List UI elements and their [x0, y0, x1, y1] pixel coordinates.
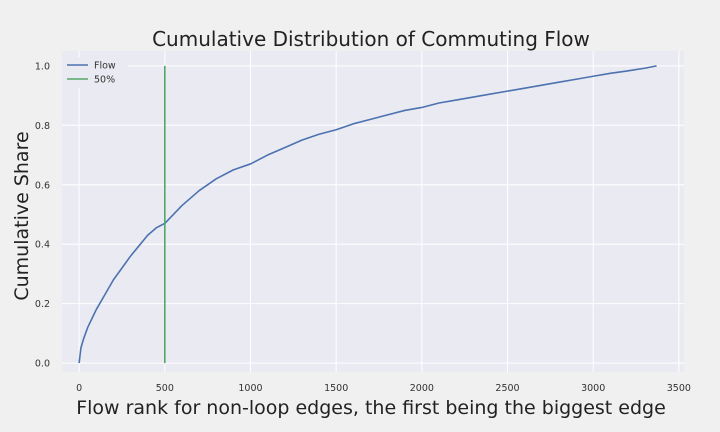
x-tick-label: 500: [156, 383, 174, 394]
y-axis-label: Cumulative Share: [11, 131, 33, 300]
x-tick-label: 3500: [667, 383, 691, 394]
grid: [62, 51, 684, 372]
x-tick-label: 0: [76, 383, 82, 394]
y-tick-label: 0.6: [35, 180, 50, 191]
legend: Flow 50%: [62, 57, 128, 88]
tick-labels: 0 500 1000 1500 2000 2500 3000 3500 0.0 0.2 0.4 0.6…: [35, 61, 691, 394]
series-line-flow: [78, 65, 657, 364]
series-lines: [78, 65, 657, 364]
x-tick-label: 2000: [410, 383, 434, 394]
x-tick-label: 1500: [324, 383, 348, 394]
y-tick-label: 0.2: [35, 299, 50, 310]
y-tick-label: 0.0: [35, 359, 50, 370]
y-tick-label: 0.4: [35, 240, 50, 251]
x-tick-label: 3000: [581, 383, 605, 394]
legend-entry-50-percent: 50%: [94, 75, 115, 86]
plot-area: [62, 51, 684, 372]
x-axis-label: Flow rank for non-loop edges, the first …: [76, 397, 666, 419]
x-tick-label: 2500: [495, 383, 519, 394]
chart-title: Cumulative Distribution of Commuting Flo…: [152, 27, 590, 51]
y-tick-label: 0.8: [35, 121, 50, 132]
x-tick-label: 1000: [238, 383, 262, 394]
y-tick-label: 1.0: [35, 61, 50, 72]
legend-box: [62, 57, 128, 88]
legend-entry-flow: Flow: [94, 61, 116, 72]
